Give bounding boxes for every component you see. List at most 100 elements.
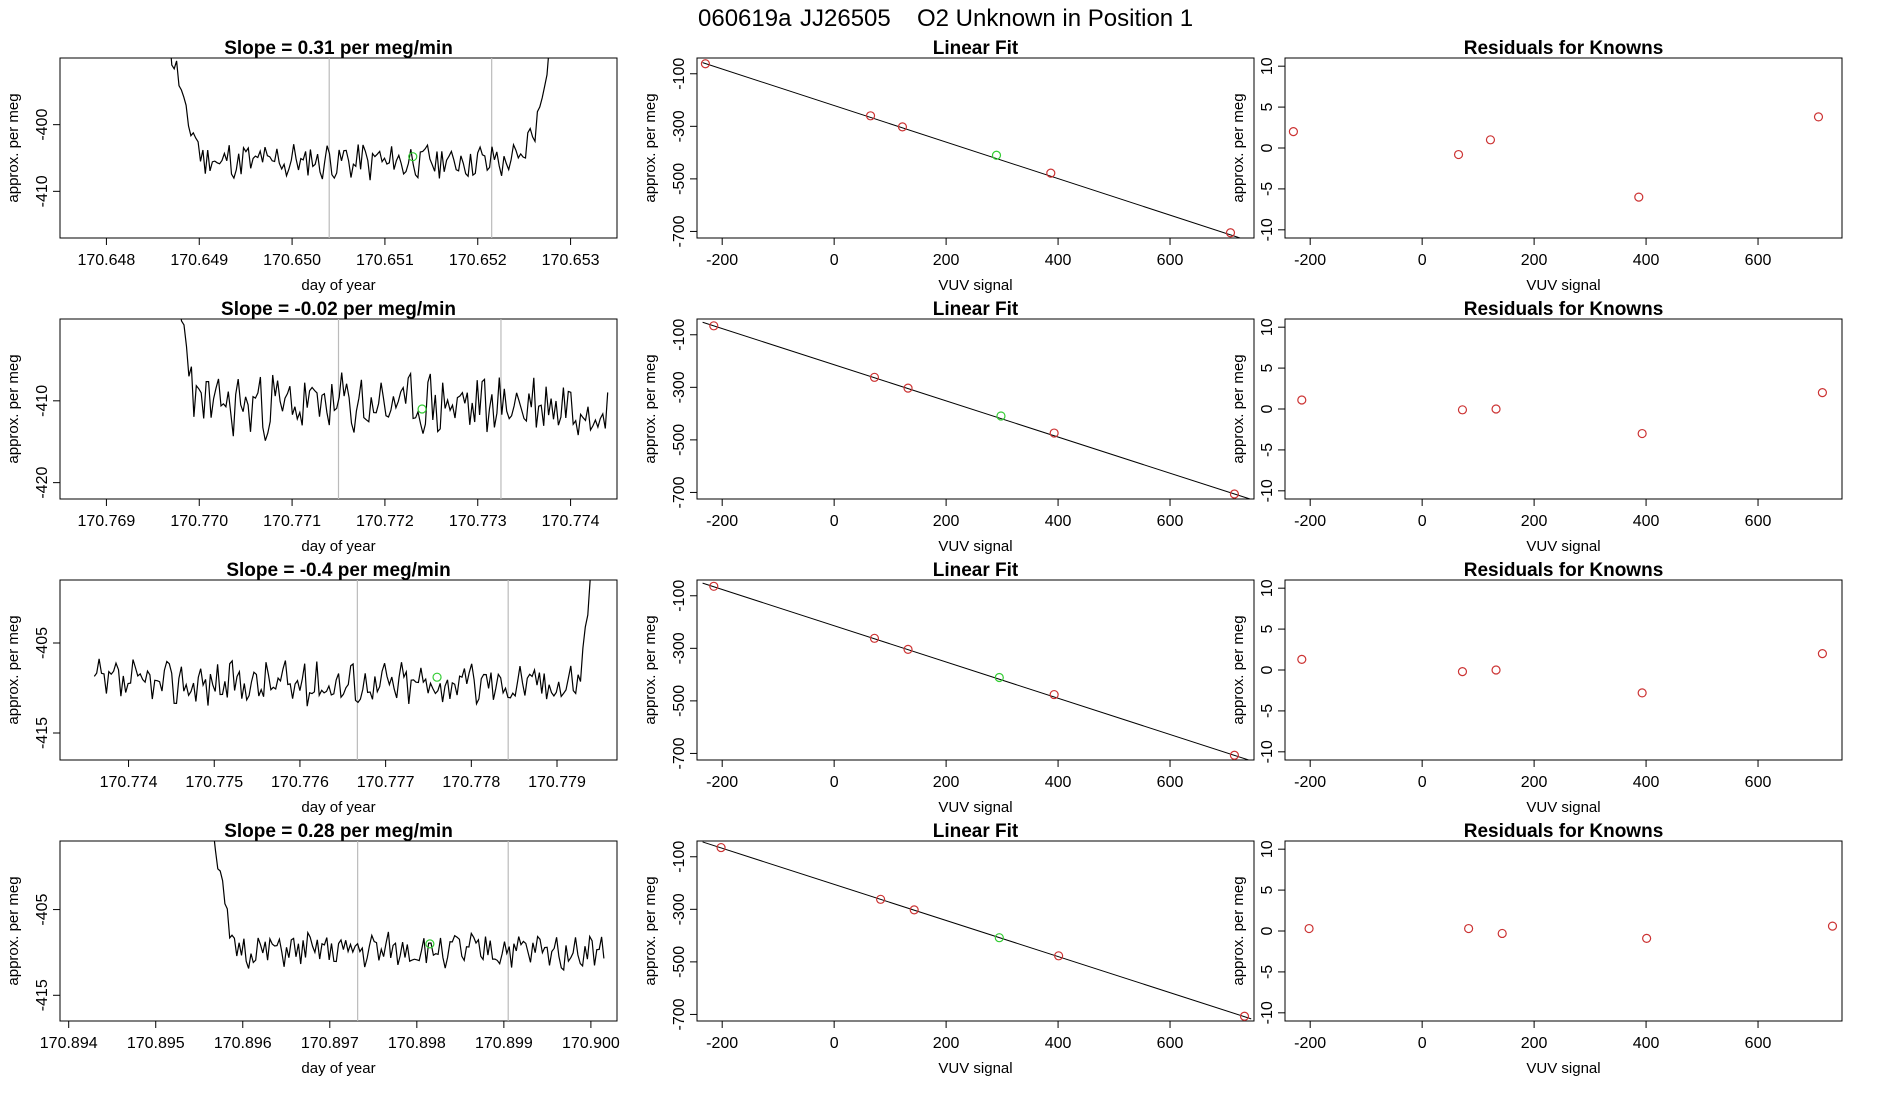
linear-fit-2-y-tick-label: -300 — [671, 371, 688, 403]
timeseries-4-x-tick-label: 170.896 — [214, 1035, 272, 1052]
linear-fit-1-known-point — [1225, 228, 1236, 238]
timeseries-3-x-axis-label: day of year — [301, 799, 375, 816]
residuals-2-residual-point — [1297, 395, 1307, 405]
residuals-4-residual-point — [1497, 928, 1507, 939]
residuals-1-residual-point — [1288, 127, 1298, 137]
residuals-3-x-tick-label: -200 — [1294, 774, 1326, 791]
linear-fit-1-known-point — [700, 59, 710, 69]
residuals-2-y-tick-label: 10 — [1259, 318, 1276, 336]
residuals-3-residual-point — [1457, 667, 1468, 677]
residuals-1-y-tick-label: 10 — [1259, 57, 1276, 75]
residuals-3-y-tick-label: 5 — [1259, 625, 1276, 634]
residuals-1-plot-frame — [1284, 57, 1843, 239]
linear-fit-3-known-point — [1049, 689, 1059, 700]
residuals-3-x-tick-label: 600 — [1745, 774, 1772, 791]
residuals-3-y-tick-label: -5 — [1259, 704, 1276, 718]
linear-fit-4-x-tick-label: 0 — [830, 1035, 839, 1052]
timeseries-1-x-tick-label: 170.652 — [449, 252, 507, 269]
timeseries-3-unknown-marker — [432, 672, 442, 682]
residuals-2-plot-area — [1297, 388, 1828, 439]
linear-fit-4-fit-line — [702, 841, 1252, 1020]
timeseries-2-unknown-marker — [417, 404, 427, 414]
timeseries-2-title: Slope = -0.02 per meg/min — [221, 299, 456, 320]
linear-fit-4-x-tick-label: 400 — [1045, 1035, 1072, 1052]
linear-fit-2-y-axis-label: approx. per meg — [642, 354, 659, 463]
timeseries-4-y-tick-label: -405 — [34, 893, 51, 925]
residuals-4-y-tick-label: 5 — [1259, 886, 1276, 895]
linear-fit-4-y-tick-label: -300 — [671, 893, 688, 925]
linear-fit-4-known-point — [1054, 951, 1064, 961]
linear-fit-1-plot-area — [700, 59, 1242, 238]
timeseries-4-unknown-marker — [425, 939, 435, 949]
page-title-desc: O2 Unknown in Position 1 — [917, 5, 1193, 32]
residuals-1-residual-point — [1485, 135, 1496, 145]
linear-fit-4-y-tick-label: -100 — [671, 841, 688, 873]
linear-fit-4-plot-area — [702, 841, 1252, 1021]
linear-fit-4-known-point — [876, 894, 886, 904]
timeseries-4-x-tick-label: 170.894 — [40, 1035, 98, 1052]
linear-fit-3-y-tick-label: -500 — [671, 685, 688, 717]
residuals-1-y-axis-label: approx. per meg — [1230, 93, 1247, 202]
residuals-3-residual-point — [1491, 665, 1501, 675]
residuals-1-panel: Residuals for Knowns VUV signal approx. pe… — [1230, 38, 1843, 294]
residuals-2-y-tick-label: -10 — [1259, 479, 1276, 502]
timeseries-1-y-tick-label: -400 — [34, 109, 51, 141]
residuals-2-residual-point — [1457, 405, 1468, 415]
timeseries-2-x-tick-label: 170.770 — [170, 513, 228, 530]
residuals-4-residual-point — [1304, 923, 1314, 934]
timeseries-3-x-tick-label: 170.775 — [185, 774, 243, 791]
residuals-2-residual-point — [1491, 404, 1501, 414]
linear-fit-4-y-tick-label: -500 — [671, 946, 688, 978]
residuals-4-title: Residuals for Knowns — [1464, 821, 1664, 842]
linear-fit-1-title: Linear Fit — [933, 38, 1019, 59]
linear-fit-1-known-point — [1046, 168, 1056, 178]
residuals-4-x-axis-label: VUV signal — [1526, 1060, 1600, 1077]
residuals-1-y-tick-label: 0 — [1259, 143, 1276, 152]
residuals-2-residual-point — [1817, 388, 1828, 398]
timeseries-3-trace-line — [93, 580, 591, 707]
linear-fit-4-title: Linear Fit — [933, 821, 1019, 842]
linear-fit-1-y-tick-label: -300 — [671, 110, 688, 142]
timeseries-1-y-axis-label: approx. per meg — [5, 93, 22, 202]
timeseries-3-x-tick-label: 170.776 — [271, 774, 329, 791]
residuals-1-x-tick-label: 0 — [1418, 252, 1427, 269]
linear-fit-3-known-point — [869, 633, 880, 643]
timeseries-1-plot-area — [170, 58, 549, 238]
residuals-1-y-tick-label: -10 — [1259, 218, 1276, 241]
linear-fit-2-x-tick-label: 600 — [1157, 513, 1184, 530]
residuals-2-y-axis-label: approx. per meg — [1230, 354, 1247, 463]
residuals-3-x-tick-label: 0 — [1418, 774, 1427, 791]
linear-fit-1-y-tick-label: -100 — [671, 58, 688, 90]
linear-fit-3-x-axis-label: VUV signal — [938, 799, 1012, 816]
residuals-2-x-tick-label: 0 — [1418, 513, 1427, 530]
residuals-2-x-tick-label: 600 — [1745, 513, 1772, 530]
timeseries-2-y-tick-label: -410 — [34, 385, 51, 417]
timeseries-1-unknown-marker — [408, 152, 418, 162]
residuals-4-x-tick-label: -200 — [1294, 1035, 1326, 1052]
residuals-1-x-tick-label: 400 — [1633, 252, 1660, 269]
residuals-4-residual-point — [1642, 933, 1652, 943]
linear-fit-4-x-axis-label: VUV signal — [938, 1060, 1012, 1077]
residuals-2-x-tick-label: 400 — [1633, 513, 1660, 530]
residuals-1-residual-point — [1453, 149, 1464, 160]
residuals-3-plot-area — [1297, 649, 1828, 698]
timeseries-2-panel: Slope = -0.02 per meg/min day of year appr… — [5, 299, 618, 555]
timeseries-4-panel: Slope = 0.28 per meg/min day of year appro… — [5, 821, 620, 1077]
linear-fit-2-x-tick-label: 0 — [830, 513, 839, 530]
linear-fit-1-fit-line — [702, 62, 1242, 238]
linear-fit-3-title: Linear Fit — [933, 560, 1019, 581]
residuals-4-residual-point — [1827, 921, 1838, 931]
timeseries-4-x-tick-label: 170.895 — [127, 1035, 185, 1052]
timeseries-2-x-tick-label: 170.771 — [263, 513, 321, 530]
linear-fit-3-known-point — [1229, 750, 1240, 760]
residuals-2-y-tick-label: 5 — [1259, 364, 1276, 373]
linear-fit-2-y-tick-label: -500 — [671, 424, 688, 456]
timeseries-3-title: Slope = -0.4 per meg/min — [226, 560, 450, 581]
linear-fit-1-x-tick-label: 200 — [933, 252, 960, 269]
residuals-4-residual-point — [1464, 923, 1474, 934]
residuals-4-x-tick-label: 200 — [1521, 1035, 1548, 1052]
residuals-3-title: Residuals for Knowns — [1464, 560, 1664, 581]
residuals-4-x-tick-label: 400 — [1633, 1035, 1660, 1052]
residuals-3-panel: Residuals for Knowns VUV signal approx. pe… — [1230, 560, 1843, 816]
